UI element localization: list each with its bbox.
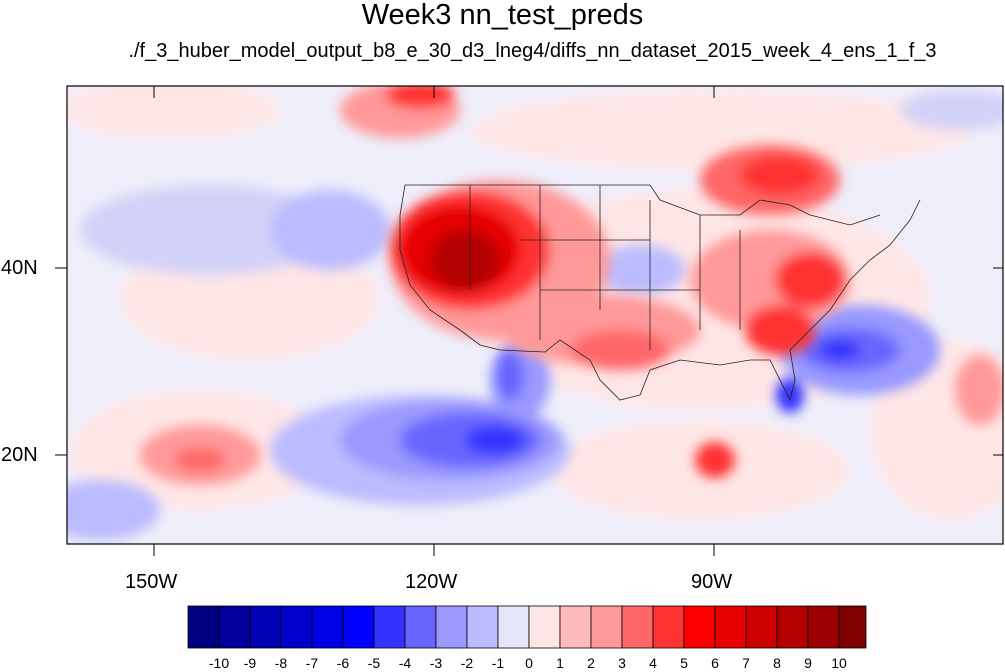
colorbar-box — [435, 605, 468, 649]
colorbar-label: 5 — [680, 655, 688, 671]
map-subtitle: ./f_3_huber_model_output_b8_e_30_d3_lneg… — [128, 40, 937, 62]
lon-label-90w: 90W — [691, 571, 733, 593]
colorbar-box — [745, 605, 778, 649]
colorbar-label: -6 — [336, 655, 350, 671]
colorbar-box — [652, 605, 685, 649]
colorbar-box — [373, 605, 406, 649]
colorbar-label: 9 — [804, 655, 812, 671]
colorbar-label: 0 — [525, 655, 533, 671]
colorbar-label: -3 — [429, 655, 443, 671]
colorbar-box — [776, 605, 809, 649]
colorbar-label: -2 — [460, 655, 474, 671]
colorbar-label: 4 — [649, 655, 657, 671]
colorbar-box — [280, 605, 313, 649]
colorbar-box — [807, 605, 840, 649]
colorbar-label: -8 — [274, 655, 288, 671]
lat-label-40n: 40N — [1, 257, 38, 279]
colorbar-label: -9 — [243, 655, 257, 671]
colorbar-box — [497, 605, 530, 649]
colorbar-label: 1 — [556, 655, 564, 671]
colorbar-box — [311, 605, 344, 649]
colorbar-label: 6 — [711, 655, 719, 671]
colorbar-label: -4 — [398, 655, 412, 671]
us-coastline — [399, 184, 921, 402]
colorbar-box — [621, 605, 654, 649]
axis-ticks — [55, 86, 1003, 556]
lon-label-150w: 150W — [125, 571, 178, 593]
colorbar-box — [559, 605, 592, 649]
colorbar-box — [187, 605, 220, 649]
map-title: Week3 nn_test_preds — [361, 0, 644, 31]
colorbar-label: 2 — [587, 655, 595, 671]
colorbar-box — [218, 605, 251, 649]
colorbar-label: -1 — [491, 655, 505, 671]
colorbar-label: -10 — [208, 655, 230, 671]
colorbar-label: 8 — [773, 655, 781, 671]
colorbar-label: 7 — [742, 655, 750, 671]
colorbar-box — [683, 605, 716, 649]
colorbar-box — [249, 605, 282, 649]
colorbar-label: 10 — [831, 655, 847, 671]
colorbar-box — [342, 605, 375, 649]
map-border — [66, 85, 1004, 545]
lat-label-20n: 20N — [1, 444, 38, 466]
colorbar-box — [466, 605, 499, 649]
lon-label-120w: 120W — [405, 571, 458, 593]
colorbar-box — [838, 605, 867, 649]
colorbar-label: -5 — [367, 655, 381, 671]
colorbar-box — [404, 605, 437, 649]
colorbar-label: -7 — [305, 655, 319, 671]
anomaly-field — [67, 86, 1003, 544]
colorbar-label: 3 — [618, 655, 626, 671]
colorbar-box — [590, 605, 623, 649]
colorbar — [187, 605, 867, 649]
colorbar-box — [714, 605, 747, 649]
colorbar-box — [528, 605, 561, 649]
